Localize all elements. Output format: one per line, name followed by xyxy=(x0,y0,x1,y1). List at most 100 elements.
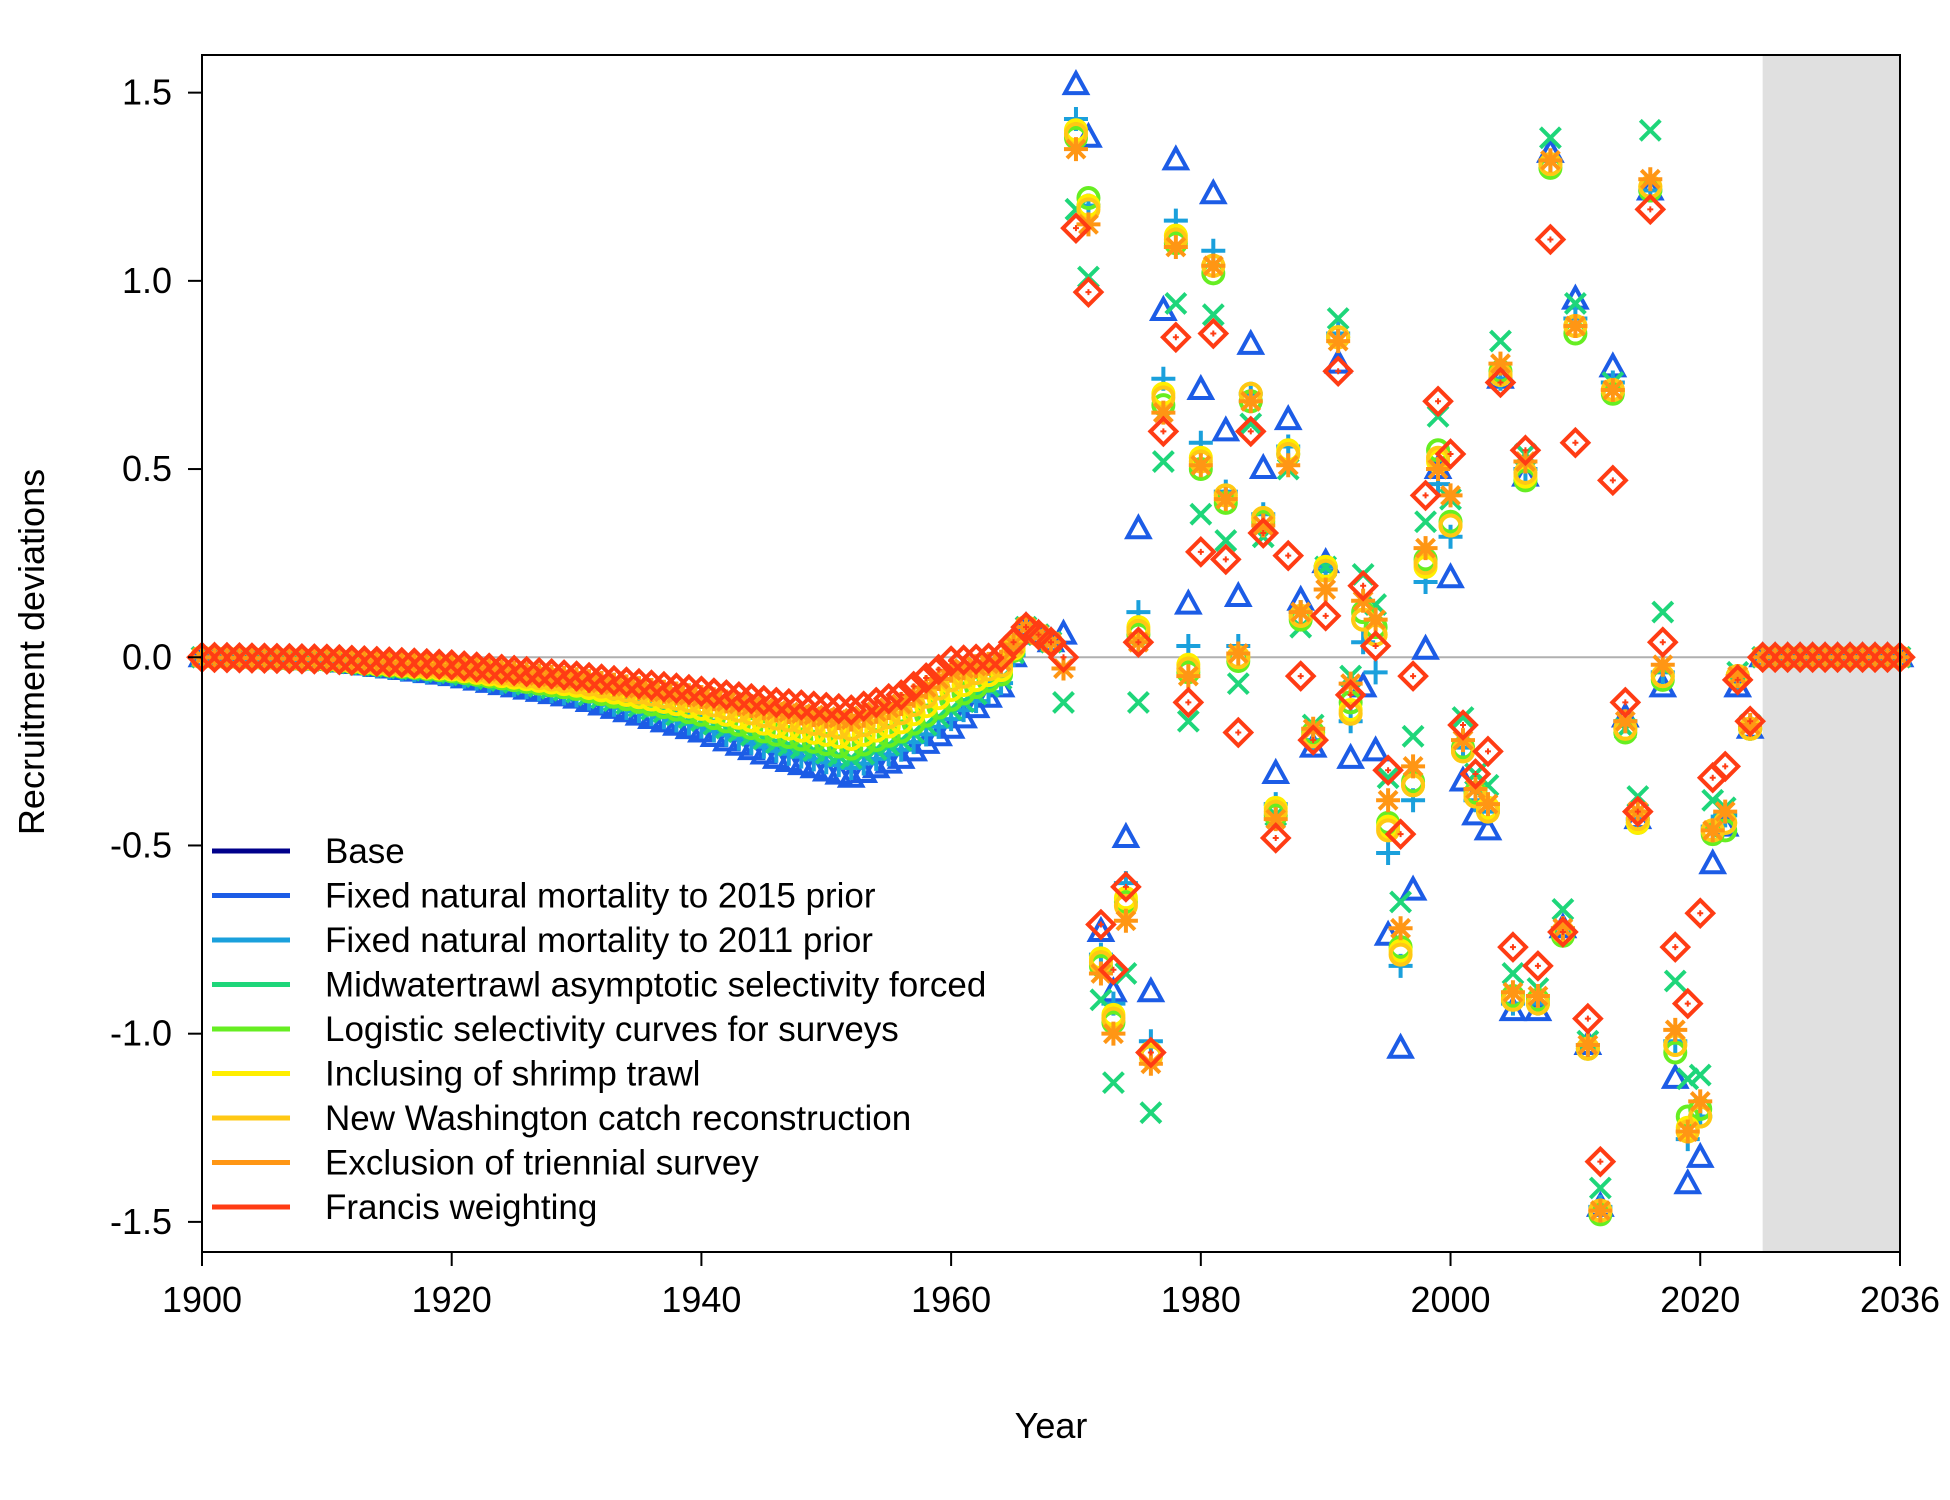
data-point xyxy=(976,651,1001,676)
data-point xyxy=(1386,1032,1415,1059)
legend-label: Logistic selectivity curves for surveys xyxy=(325,1010,899,1049)
data-point xyxy=(1551,898,1575,921)
data-point xyxy=(889,692,914,717)
x-tick-label: 1980 xyxy=(1161,1279,1241,1320)
data-point xyxy=(1413,536,1438,561)
data-point xyxy=(951,681,976,706)
data-point xyxy=(1663,969,1687,993)
series-points xyxy=(186,193,1916,1178)
data-point xyxy=(1376,818,1401,843)
data-point xyxy=(739,694,764,719)
data-point xyxy=(1376,766,1400,790)
data-point xyxy=(885,679,918,711)
data-point xyxy=(1738,713,1763,738)
data-point xyxy=(1597,464,1629,497)
y-tick-label: 0.5 xyxy=(122,448,172,489)
data-point xyxy=(1097,953,1130,986)
data-point xyxy=(1226,672,1250,696)
data-point xyxy=(1151,400,1176,425)
data-point xyxy=(1309,600,1342,632)
data-point xyxy=(1721,664,1754,696)
data-point xyxy=(1085,908,1117,941)
data-point xyxy=(799,752,829,779)
legend-label: Fixed natural mortality to 2011 prior xyxy=(325,921,873,960)
y-tick-label: -0.5 xyxy=(110,824,172,865)
data-point xyxy=(1459,758,1492,790)
data-point xyxy=(1389,890,1413,914)
data-point xyxy=(1147,415,1180,448)
data-point xyxy=(1651,600,1675,624)
x-tick-label: 1900 xyxy=(162,1279,242,1320)
data-point xyxy=(1588,1198,1613,1223)
data-point xyxy=(910,662,942,694)
data-point xyxy=(1213,487,1238,512)
data-point xyxy=(1101,1021,1126,1046)
data-point xyxy=(1251,513,1276,538)
data-point xyxy=(1238,389,1263,414)
data-point xyxy=(1176,709,1200,733)
data-point xyxy=(1214,529,1238,552)
data-point xyxy=(1259,822,1292,854)
data-point xyxy=(676,683,701,708)
data-point xyxy=(1176,664,1201,689)
y-tick-label: -1.0 xyxy=(110,1013,172,1054)
data-point xyxy=(1164,292,1188,315)
data-point xyxy=(1621,795,1654,828)
data-point xyxy=(1347,569,1379,602)
data-point xyxy=(1688,1063,1712,1087)
data-point xyxy=(1248,452,1278,480)
data-point xyxy=(1401,724,1425,748)
data-point xyxy=(1135,1036,1167,1069)
data-point xyxy=(1534,223,1567,256)
data-point xyxy=(1509,434,1542,467)
data-point xyxy=(1313,577,1338,602)
data-point xyxy=(1272,539,1305,572)
data-point xyxy=(876,695,901,720)
data-point xyxy=(1388,916,1413,941)
data-point xyxy=(1497,931,1529,963)
x-tick-label: 2036 xyxy=(1860,1279,1940,1320)
data-point xyxy=(1650,652,1675,677)
data-point xyxy=(1588,1176,1612,1200)
data-point xyxy=(776,700,801,725)
data-point xyxy=(839,707,864,732)
data-point xyxy=(1226,641,1251,666)
data-point xyxy=(1501,962,1525,985)
data-point xyxy=(789,701,814,726)
y-axis: 1.5 1.0 0.5 0.0 -0.5 -1.0 -1.5 xyxy=(110,72,202,1242)
data-point xyxy=(1201,303,1225,327)
data-point xyxy=(1609,686,1642,719)
data-point xyxy=(1572,1002,1604,1035)
data-point xyxy=(1223,580,1253,608)
data-point xyxy=(1076,212,1101,237)
data-point xyxy=(864,699,889,724)
data-point xyxy=(1326,307,1350,330)
data-point xyxy=(1388,942,1413,967)
data-point xyxy=(1060,212,1092,244)
data-point xyxy=(1188,453,1213,478)
legend-label: Francis weighting xyxy=(325,1188,597,1227)
data-point xyxy=(761,742,791,769)
data-point xyxy=(1684,897,1717,930)
data-point xyxy=(1475,792,1500,817)
data-point xyxy=(1136,976,1166,1003)
data-point xyxy=(1613,709,1638,734)
legend-label: Exclusion of triennial survey xyxy=(325,1144,759,1183)
x-tick-label: 1920 xyxy=(412,1279,492,1320)
data-point xyxy=(1660,1062,1690,1089)
data-point xyxy=(1334,679,1367,711)
data-point xyxy=(951,656,976,681)
data-point xyxy=(1184,536,1217,568)
data-point xyxy=(1247,517,1280,549)
data-point xyxy=(811,755,841,782)
data-point xyxy=(1047,641,1080,674)
data-point xyxy=(689,685,714,710)
data-point xyxy=(1472,735,1504,768)
data-point xyxy=(1261,757,1291,784)
legend-label: Base xyxy=(325,832,405,871)
x-tick-label: 2020 xyxy=(1660,1279,1740,1320)
data-point xyxy=(1114,962,1138,985)
data-point xyxy=(1547,916,1579,948)
data-point xyxy=(1234,415,1267,448)
data-point xyxy=(1700,818,1725,843)
